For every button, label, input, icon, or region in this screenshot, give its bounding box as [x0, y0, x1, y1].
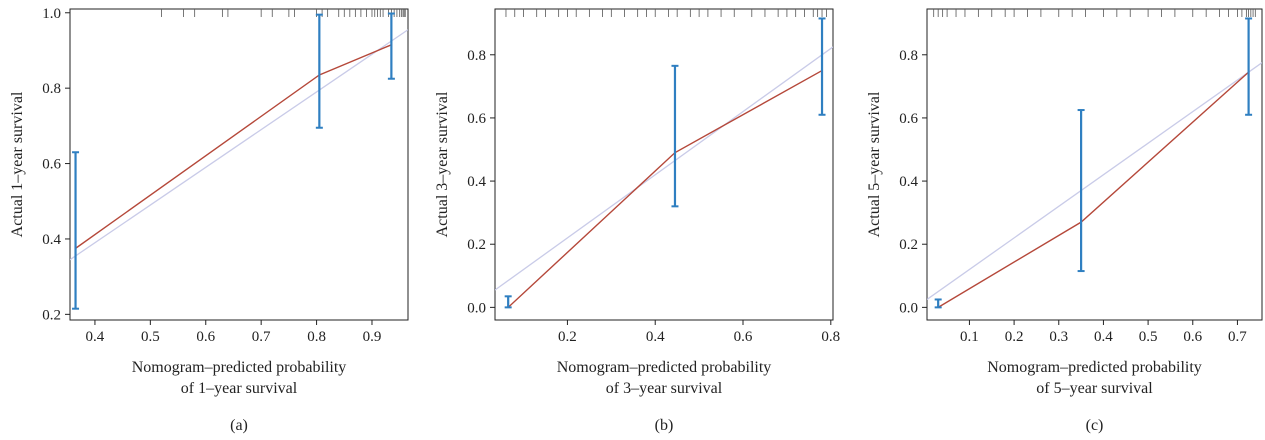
y-tick-label: 0.0: [467, 300, 486, 316]
y-tick-label: 0.4: [899, 174, 918, 190]
y-tick-label: 0.2: [899, 237, 918, 253]
plot-frame: [926, 8, 1263, 321]
x-axis-title: Nomogram–predicted probability: [987, 359, 1202, 376]
error-bar: [818, 17, 826, 116]
x-axis-title: of 1–year survival: [181, 380, 298, 397]
x-tick-label: 0.5: [141, 329, 160, 345]
error-bar: [1077, 109, 1085, 273]
error-bar: [504, 295, 512, 309]
calibration-line: [937, 71, 1250, 308]
x-axis-title: of 5–year survival: [1036, 380, 1153, 397]
panel-3: 0.1 0.2 0.3 0.4 0.5 0.6 0.7 0.0 0.2 0.4 0.6 0.8 Nomo…: [866, 8, 1263, 434]
x-tick-label: 0.9: [363, 329, 382, 345]
y-tick-label: 0.2: [467, 237, 486, 253]
y-tick-label: 0.8: [467, 48, 486, 64]
panel-1: 0.4 0.5 0.6 0.7 0.8 0.9 0.2 0.4 0.6 0.8 1.0 Nomogra…: [9, 6, 409, 434]
y-tick-label: 0.8: [42, 81, 61, 97]
calibration-line: [75, 44, 392, 249]
panel-2: 0.2 0.4 0.6 0.8 0.0 0.2 0.4 0.6 0.8 Nomogram–pred…: [434, 8, 840, 434]
x-tick-label: 0.7: [1228, 329, 1247, 345]
x-tick-label: 0.4: [86, 329, 105, 345]
x-axis-title: Nomogram–predicted probability: [132, 359, 347, 376]
plot-frame: [494, 8, 834, 321]
x-tick-label: 0.8: [821, 329, 840, 345]
panel-label: (b): [655, 417, 674, 434]
error-bar: [72, 151, 80, 310]
y-tick-label: 0.4: [42, 232, 61, 248]
x-tick-label: 0.6: [196, 329, 215, 345]
x-tick-label: 0.2: [558, 329, 577, 345]
error-bar: [315, 13, 323, 129]
x-tick-label: 0.1: [960, 329, 979, 345]
x-tick-label: 0.5: [1139, 329, 1158, 345]
ideal-reference-line: [70, 29, 408, 261]
x-tick-label: 0.6: [1183, 329, 1202, 345]
y-tick-label: 0.6: [899, 111, 918, 127]
y-tick-label: 1.0: [42, 6, 61, 22]
y-axis-title: Actual 5–year survival: [866, 91, 883, 237]
x-axis-title: of 3–year survival: [606, 380, 723, 397]
x-tick-label: 0.6: [734, 329, 753, 345]
x-tick-label: 0.7: [252, 329, 271, 345]
x-tick-label: 0.4: [1094, 329, 1113, 345]
error-bar: [671, 64, 679, 208]
error-bar: [1245, 17, 1253, 116]
x-tick-label: 0.4: [646, 329, 665, 345]
y-tick-label: 0.0: [899, 300, 918, 316]
ideal-reference-line: [495, 46, 833, 291]
ideal-reference-line: [927, 62, 1262, 301]
y-axis-title: Actual 1–year survival: [9, 91, 26, 237]
y-tick-label: 0.6: [467, 111, 486, 127]
panel-label: (c): [1086, 417, 1104, 434]
calibration-line: [507, 69, 823, 308]
y-tick-label: 0.8: [899, 48, 918, 64]
plot-frame: [69, 8, 409, 321]
x-tick-label: 0.8: [307, 329, 326, 345]
error-bar: [934, 298, 942, 309]
y-axis-title: Actual 3–year survival: [434, 91, 451, 237]
panel-label: (a): [230, 417, 248, 434]
x-axis-title: Nomogram–predicted probability: [557, 359, 772, 376]
x-tick-label: 0.2: [1005, 329, 1024, 345]
y-tick-label: 0.2: [42, 307, 61, 323]
error-bar: [387, 12, 395, 80]
x-tick-label: 0.3: [1049, 329, 1068, 345]
y-tick-label: 0.6: [42, 157, 61, 173]
y-tick-label: 0.4: [467, 174, 486, 190]
